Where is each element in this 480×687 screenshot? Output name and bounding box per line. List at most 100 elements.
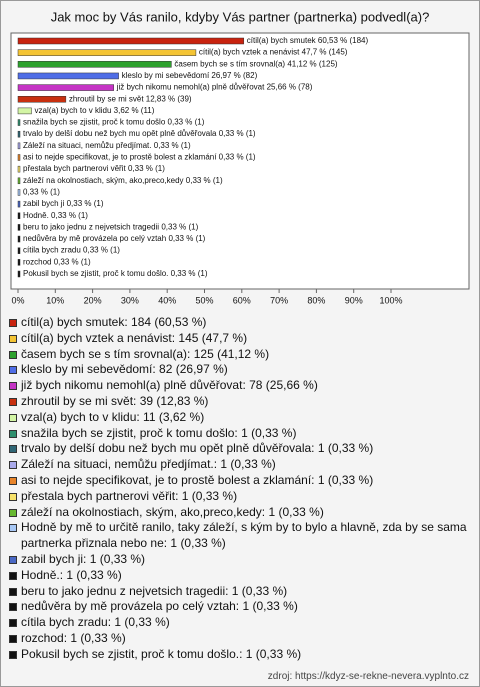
bar bbox=[17, 259, 21, 266]
value-label: 0,33 % (1) bbox=[161, 223, 198, 232]
category-label: záleží na okolnostiach, ským, ako,preco,… bbox=[23, 176, 184, 185]
bar-label: Pokusil bych se zjistit, proč k tomu doš… bbox=[23, 269, 208, 278]
legend-label: cítil(a) bych smutek: 184 (60,53 %) bbox=[21, 315, 207, 329]
legend-item: Hodně by mě to určitě ranilo, taky zálež… bbox=[9, 520, 471, 552]
x-tick-label: 0% bbox=[11, 295, 24, 305]
legend-swatch bbox=[9, 366, 17, 375]
category-label: zhroutil by se mi svět bbox=[69, 94, 144, 103]
legend-item: rozchod: 1 (0,33 %) bbox=[9, 631, 471, 647]
legend-item: Pokusil bych se zjistit, proč k tomu doš… bbox=[9, 647, 471, 663]
legend-label: Hodně by mě to určitě ranilo, taky zálež… bbox=[21, 520, 467, 551]
category-label: cítila bych zradu bbox=[23, 246, 81, 255]
bar-label: již bych nikomu nemohl(a) plně důvěřovat… bbox=[116, 83, 313, 92]
legend-item: časem bych se s tím srovnal(a): 125 (41,… bbox=[9, 347, 471, 363]
category-label: zabil bych ji bbox=[23, 199, 65, 208]
legend-swatch bbox=[9, 508, 17, 517]
x-tick-label: 80% bbox=[307, 295, 325, 305]
category-label: časem bych se s tím srovnal(a) bbox=[174, 59, 285, 68]
value-label: 26,97 % (82) bbox=[211, 71, 257, 80]
legend-swatch bbox=[9, 382, 17, 391]
bar-label: Hodně. 0,33 % (1) bbox=[23, 211, 88, 220]
value-label: 0,33 % (1) bbox=[219, 153, 256, 162]
legend-swatch bbox=[9, 461, 17, 470]
bar-label: cítil(a) bych vztek a nenávist 47,7 % (1… bbox=[199, 48, 348, 57]
bar-label: vzal(a) bych to v klidu 3,62 % (11) bbox=[35, 106, 155, 115]
bar-label: asi to nejde specifikovat, je to prostě … bbox=[23, 153, 256, 162]
legend-label: cítila bych zradu: 1 (0,33 %) bbox=[21, 615, 170, 630]
category-label: rozchod bbox=[23, 257, 51, 266]
legend-swatch bbox=[9, 619, 17, 628]
bar-label: rozchod 0,33 % (1) bbox=[23, 257, 91, 266]
bar-label: Záleží na situaci, nemůžu předjímat. 0,3… bbox=[23, 141, 191, 150]
legend-label: rozchod: 1 (0,33 %) bbox=[21, 630, 126, 645]
x-tick-label: 10% bbox=[46, 295, 64, 305]
bar bbox=[17, 130, 21, 138]
legend-label: Pokusil bych se zjistit, proč k tomu doš… bbox=[21, 646, 302, 661]
legend-swatch bbox=[9, 555, 17, 564]
legend-item: zhroutil by se mi svět: 39 (12,83 %) bbox=[9, 394, 471, 410]
category-label: Hodně. bbox=[23, 211, 49, 220]
legend-item: kleslo by mi sebevědomí: 82 (26,97 %) bbox=[9, 362, 471, 378]
x-tick-label: 50% bbox=[195, 295, 213, 305]
bar-label: nedůvěra by mě provázela po celý vztah 0… bbox=[23, 234, 206, 243]
legend-item: cítil(a) bych vztek a nenávist: 145 (47,… bbox=[9, 331, 471, 347]
legend-item: vzal(a) bych to v klidu: 11 (3,62 %) bbox=[9, 410, 471, 426]
x-tick-label: 90% bbox=[345, 295, 363, 305]
bar bbox=[17, 165, 21, 173]
category-label: již bych nikomu nemohl(a) plně důvěřovat bbox=[116, 83, 265, 92]
value-label: 0,33 % (1) bbox=[67, 199, 104, 208]
legend-swatch bbox=[9, 492, 17, 501]
category-label: beru to jako jednu z nejvetsich tragedii bbox=[23, 223, 159, 232]
value-label: 0,33 % (1) bbox=[186, 176, 223, 185]
legend-item: nedůvěra by mě provázela po celý vztah: … bbox=[9, 599, 471, 615]
legend-item: asi to nejde specifikovat, je to prostě … bbox=[9, 473, 471, 489]
value-label: 12,83 % (39) bbox=[146, 94, 192, 103]
category-label: Pokusil bych se zjistit, proč k tomu doš… bbox=[23, 269, 168, 278]
value-label: 47,7 % (145) bbox=[302, 48, 348, 57]
bar bbox=[17, 212, 21, 219]
category-label: vzal(a) bych to v klidu bbox=[35, 106, 112, 115]
legend-item: záleží na okolnostiach, ským, ako,preco,… bbox=[9, 505, 471, 521]
category-label: Záleží na situaci, nemůžu předjímat. bbox=[23, 141, 152, 150]
value-label: 25,66 % (78) bbox=[267, 83, 313, 92]
legend-swatch bbox=[9, 413, 17, 422]
value-label: 0,33 % (1) bbox=[154, 141, 191, 150]
legend-swatch bbox=[9, 350, 17, 359]
legend-item: cítil(a) bych smutek: 184 (60,53 %) bbox=[9, 315, 471, 331]
legend-swatch bbox=[9, 429, 17, 438]
category-label: kleslo by mi sebevědomí bbox=[122, 71, 210, 80]
bar bbox=[17, 224, 21, 231]
bar-label: kleslo by mi sebevědomí 26,97 % (82) bbox=[122, 71, 258, 80]
bar bbox=[17, 189, 21, 196]
value-label: 60,53 % (184) bbox=[318, 36, 369, 45]
legend-label: nedůvěra by mě provázela po celý vztah: … bbox=[21, 599, 298, 614]
value-label: 0,33 % (1) bbox=[128, 164, 165, 173]
legend-label: cítil(a) bych vztek a nenávist: 145 (47,… bbox=[21, 330, 248, 345]
category-label: cítil(a) bych vztek a nenávist bbox=[199, 48, 300, 57]
legend-item: již bych nikomu nemohl(a) plně důvěřovat… bbox=[9, 378, 471, 394]
category-label: cítil(a) bych smutek bbox=[247, 36, 317, 45]
source: zdroj: https://kdyz-se-rekne-nevera.vypl… bbox=[267, 671, 469, 682]
legend-swatch bbox=[9, 334, 17, 343]
chart: Jak moc by Vás ranilo, kdyby Vás partner… bbox=[10, 9, 470, 305]
bar-label: časem bych se s tím srovnal(a) 41,12 % (… bbox=[174, 59, 338, 68]
legend-swatch bbox=[9, 319, 17, 327]
bar bbox=[17, 37, 245, 45]
bar bbox=[17, 107, 32, 115]
bar bbox=[17, 72, 119, 80]
bar bbox=[17, 270, 21, 278]
bar bbox=[17, 119, 21, 126]
value-label: 0,33 % (1) bbox=[219, 129, 256, 138]
legend-item: beru to jako jednu z nejvetsich tragedii… bbox=[9, 584, 471, 600]
bar-label: zabil bych ji 0,33 % (1) bbox=[23, 199, 104, 208]
legend-item: trvalo by delší dobu než bych mu opět pl… bbox=[9, 441, 471, 457]
x-tick-label: 60% bbox=[233, 295, 251, 305]
bar bbox=[17, 247, 21, 254]
category-label: snažila bych se zjistit, proč k tomu doš… bbox=[23, 118, 166, 127]
bar bbox=[17, 200, 21, 208]
legend: cítil(a) bych smutek: 184 (60,53 %) cítil… bbox=[9, 315, 471, 663]
chart-title: Jak moc by Vás ranilo, kdyby Vás partner… bbox=[51, 9, 430, 24]
bar bbox=[17, 177, 21, 185]
bar-label: přestala bych partnerovi věřit 0,33 % (1… bbox=[23, 164, 165, 173]
legend-item: Hodně.: 1 (0,33 %) bbox=[9, 568, 471, 584]
